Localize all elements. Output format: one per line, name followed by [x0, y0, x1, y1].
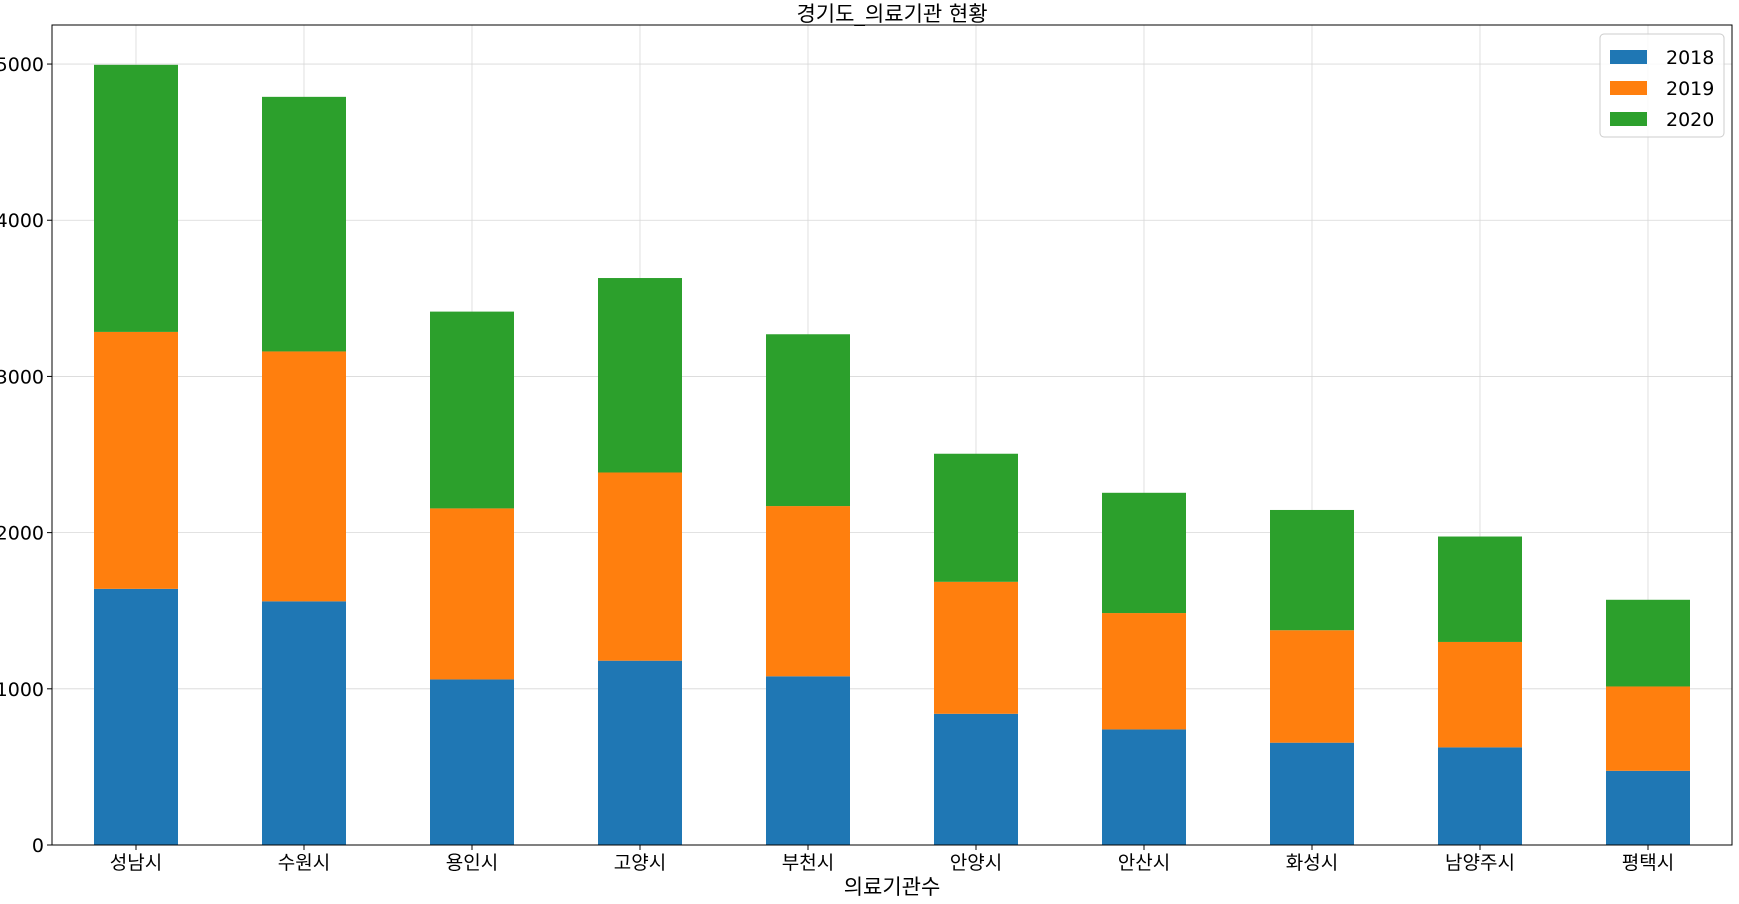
x-tick-label: 고양시: [614, 852, 666, 874]
axis-layer: 0 1000 2000 3000 4000 5000 성남시 수원시 용인시 고양시 부천시 안양시 안…: [0, 24, 1733, 874]
bar-segment-2019: [1606, 686, 1690, 771]
bar-segment-2020: [1606, 599, 1690, 687]
bar-segment-2019: [1438, 641, 1522, 748]
x-tick-label: 화성시: [1286, 852, 1338, 874]
bar-segment-2020: [1438, 536, 1522, 642]
bar-segment-2020: [934, 453, 1018, 582]
bar-segment-2019: [262, 351, 346, 602]
plot-frame: [51, 24, 1733, 846]
x-tick-label: 안산시: [1118, 852, 1170, 874]
bar-segment-2019: [430, 508, 514, 680]
x-tick-label: 남양주시: [1445, 852, 1515, 874]
legend-label: 2018: [1666, 47, 1714, 69]
bar-segment-2018: [94, 588, 178, 845]
chart-title: 경기도_의료기관 현황: [796, 2, 987, 27]
bar-segment-2019: [1102, 613, 1186, 730]
bar-segment-2019: [1270, 630, 1354, 743]
bar-segment-2019: [598, 472, 682, 661]
legend-swatch: [1610, 50, 1647, 64]
bar-segment-2018: [1606, 770, 1690, 845]
bar-segment-2020: [766, 334, 850, 507]
bar-segment-2020: [1102, 492, 1186, 614]
bar-segment-2020: [1270, 509, 1354, 631]
x-tick-label: 성남시: [110, 852, 162, 874]
x-tick-label: 평택시: [1622, 852, 1674, 874]
bar-segment-2018: [766, 676, 850, 845]
bar-segment-2018: [1102, 729, 1186, 845]
bar-segment-2019: [766, 506, 850, 677]
bar-segment-2020: [262, 96, 346, 352]
y-tick-label: 3000: [0, 366, 44, 388]
bar-layer: [94, 64, 1690, 845]
bar-segment-2020: [94, 64, 178, 332]
x-tick-label: 용인시: [446, 852, 498, 874]
bar-segment-2020: [598, 278, 682, 473]
y-tick-label: 2000: [0, 523, 44, 545]
y-tick-label: 1000: [0, 679, 44, 701]
legend-swatch: [1610, 81, 1647, 95]
bar-segment-2019: [934, 581, 1018, 714]
legend: 2018 2019 2020: [1599, 33, 1725, 138]
bar-segment-2018: [1438, 747, 1522, 845]
bar-segment-2018: [430, 679, 514, 845]
bar-segment-2018: [1270, 742, 1354, 845]
legend-label: 2019: [1666, 78, 1714, 100]
y-tick-label: 5000: [0, 54, 44, 76]
bar-segment-2018: [262, 601, 346, 845]
x-axis-label: 의료기관수: [844, 875, 941, 899]
x-tick-label: 안양시: [950, 852, 1002, 874]
x-tick-label: 부천시: [782, 852, 834, 874]
bar-segment-2018: [934, 713, 1018, 845]
bar-segment-2020: [430, 311, 514, 509]
legend-label: 2020: [1666, 109, 1714, 131]
x-tick-label: 수원시: [278, 852, 330, 874]
y-tick-label: 0: [32, 835, 44, 857]
bar-segment-2018: [598, 660, 682, 845]
y-tick-label: 4000: [0, 210, 44, 232]
bar-segment-2019: [94, 331, 178, 589]
legend-swatch: [1610, 112, 1647, 126]
